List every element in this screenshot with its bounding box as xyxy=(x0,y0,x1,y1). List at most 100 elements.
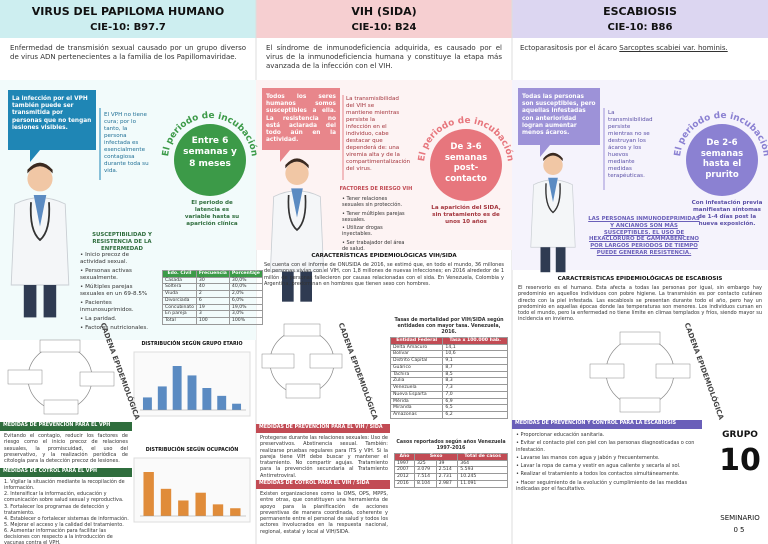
table-cell: Zulia xyxy=(389,377,444,386)
characteristics: Se cuenta con el informe de ONUSIDA de 2… xyxy=(264,262,504,287)
bar xyxy=(230,508,241,516)
table-cell: 30,0% xyxy=(228,276,263,285)
seminar: 05 xyxy=(733,526,747,534)
table-cell: 7,0 xyxy=(442,390,508,399)
table-cell: 325 xyxy=(413,459,437,468)
mortality-table: Tasas de mortalidad por VIH/SIDA según e… xyxy=(389,318,508,419)
table-cell: 8,3 xyxy=(442,377,508,386)
table-cell: 5.593 xyxy=(457,466,508,475)
table-title: Tasas de mortalidad por VIH/SIDA según e… xyxy=(394,318,504,335)
list-item: Tener relaciones sexuales sin protección… xyxy=(342,196,410,209)
table-cell: Guárico xyxy=(389,363,444,372)
table-cell: Soltera xyxy=(162,283,197,292)
table-cell: 2.987 xyxy=(435,479,459,488)
table-row: Concubinato 19 19,0% xyxy=(162,303,263,312)
list-item: 4. Establecer o fortalecer sistemas de i… xyxy=(4,515,129,522)
table-cell: 14,1 xyxy=(442,343,508,352)
section-title: CARACTERÍSTICAS EPIDEMIOLÓGICAS VIH/SIDA xyxy=(311,253,457,259)
table-header: Edo. Civil Frecuencia Porcentaje xyxy=(162,270,263,278)
list-item: Hacer seguimiento de la evolución y cump… xyxy=(516,480,702,493)
table-cell: 9,1 xyxy=(442,357,508,365)
header-cell: Frecuencia xyxy=(195,270,230,278)
header-cell: Porcentaje xyxy=(228,270,263,278)
table-cell: 100 xyxy=(195,317,230,325)
list-item: Tener múltiples parejas sexuales. xyxy=(342,211,410,224)
seminar-label: SEMINARIO xyxy=(720,514,760,522)
table-cell: 30 xyxy=(195,276,230,285)
bar xyxy=(187,375,197,410)
table-cell: En pareja xyxy=(162,310,197,319)
table-cell: 39 xyxy=(435,459,459,468)
section-header: MEDIDAS DE COTROL PARA EL VPH xyxy=(3,469,98,474)
prevention-list: Proporcionar educación sanitaria. Evitar … xyxy=(516,432,702,494)
header-cell: Total de casos xyxy=(457,452,508,461)
table-cell: 10,6 xyxy=(442,350,508,359)
table-cell: 19,0% xyxy=(228,303,263,312)
list-item: Evitar el contacto piel con piel con las… xyxy=(516,440,702,453)
bar xyxy=(157,386,167,410)
table-header: Año Sexo Total de casos xyxy=(394,452,508,461)
table: Entidad Federal Tasa x 100.000 hab. Delta … xyxy=(389,336,508,419)
table-title: Casos reportados según años Venezuela 19… xyxy=(396,440,506,451)
table: Edo. Civil Frecuencia Porcentaje Casada 30 30… xyxy=(162,270,263,325)
list-item: Factores nutricionales. xyxy=(80,325,156,332)
side-note: La transmisibilidad del VIH se mantiene … xyxy=(346,96,411,172)
title: VIH (SIDA) xyxy=(351,5,417,18)
table-row: En pareja 3 3,0% xyxy=(162,310,263,319)
bar xyxy=(232,403,242,410)
list-item: 3. Fortalecer los programas de detección… xyxy=(4,503,109,516)
bar xyxy=(143,472,154,516)
table-row: Soltera 40 40,0% xyxy=(162,283,263,292)
list-item: Proporcionar educación sanitaria. xyxy=(516,432,702,438)
header-cell: Edo. Civil xyxy=(162,270,197,278)
side-note: La transmisibilidad persiste mientras no… xyxy=(608,110,653,179)
table-row: Miranda 6,5 xyxy=(389,404,508,413)
group: 10 xyxy=(719,443,761,478)
characteristics: El reservorio es el humano. Esta afecta … xyxy=(518,285,762,323)
table-row: Distrito Capital 9,1 xyxy=(389,357,508,365)
bar xyxy=(142,397,152,410)
table-row: Guárico 8,7 xyxy=(389,363,508,372)
table-cell: 1997 xyxy=(394,459,415,468)
header-cell: Sexo xyxy=(413,452,459,461)
callout: Todos los seres humanos somos susceptibl… xyxy=(266,94,336,144)
title: ESCABIOSIS xyxy=(603,5,677,18)
table-row: Viuda 2 2,0% xyxy=(162,290,263,298)
incubation-note: La aparición del SIDA, sin tratamiento e… xyxy=(431,205,501,225)
header-cell: Año xyxy=(394,452,415,461)
table-cell: 10.245 xyxy=(457,473,508,481)
table-cell: 6,2 xyxy=(442,411,508,419)
table-row: Casada 30 30,0% xyxy=(162,276,263,285)
chart-title: DISTRIBUCIÓN SEGÚN GRUPO ETARIO xyxy=(141,342,243,347)
table-cell: 100% xyxy=(228,317,263,325)
list-item: 6. Aumentar información para facilitar l… xyxy=(4,528,113,544)
table-row: Delta Amacuro 14,1 xyxy=(389,343,508,352)
control-text: Existen organizaciones como la OMS, OPS,… xyxy=(260,491,388,535)
cadena-label: CADENA EPIDEMIOLÓGICA xyxy=(337,321,381,421)
callout: La infección por el VPH también puede se… xyxy=(12,96,92,131)
table-cell: Viuda xyxy=(162,290,197,298)
list-item: La paridad. xyxy=(80,316,156,323)
table-row: 1997 325 39 364 xyxy=(394,459,508,468)
table-cell: 2.514 xyxy=(435,466,459,475)
bar xyxy=(202,388,212,410)
resistance: LAS PERSONAS INMUNODEPRIMIDAS Y ANCIANOS… xyxy=(588,216,700,256)
table-cell: 40,0% xyxy=(228,283,263,292)
title: VIRUS DEL PAPILOMA HUMANO xyxy=(31,5,225,18)
table-cell: 11.091 xyxy=(457,479,508,488)
risk-list: Tener relaciones sexuales sin protección… xyxy=(342,196,410,254)
susceptibility-list: Inicio precoz de actividad sexual. Person… xyxy=(80,252,156,334)
incubation: De 3-6 semanas post-contacto xyxy=(444,142,488,184)
table-cell: 2 xyxy=(195,290,230,298)
prevention-text: Protegerse durante las relaciones sexual… xyxy=(260,435,388,479)
list-item: Realizar el tratamiento a todos los cont… xyxy=(516,471,702,477)
section-header: MEDIDAS DE COTROL PARA EL VIH / SIDA xyxy=(259,481,370,486)
table-cell: 8,7 xyxy=(442,363,508,372)
incubation: De 2-6 semanas hasta el prurito xyxy=(700,138,744,180)
table-cell: 8.104 xyxy=(413,479,437,488)
table-cell: Divorciada xyxy=(162,296,197,305)
description: Ectoparasitosis por el ácaro Sarcoptes s… xyxy=(520,44,764,53)
table-cell: Amazonas xyxy=(389,411,444,419)
civil-table: Edo. Civil Frecuencia Porcentaje Casada 30 30… xyxy=(162,270,263,325)
